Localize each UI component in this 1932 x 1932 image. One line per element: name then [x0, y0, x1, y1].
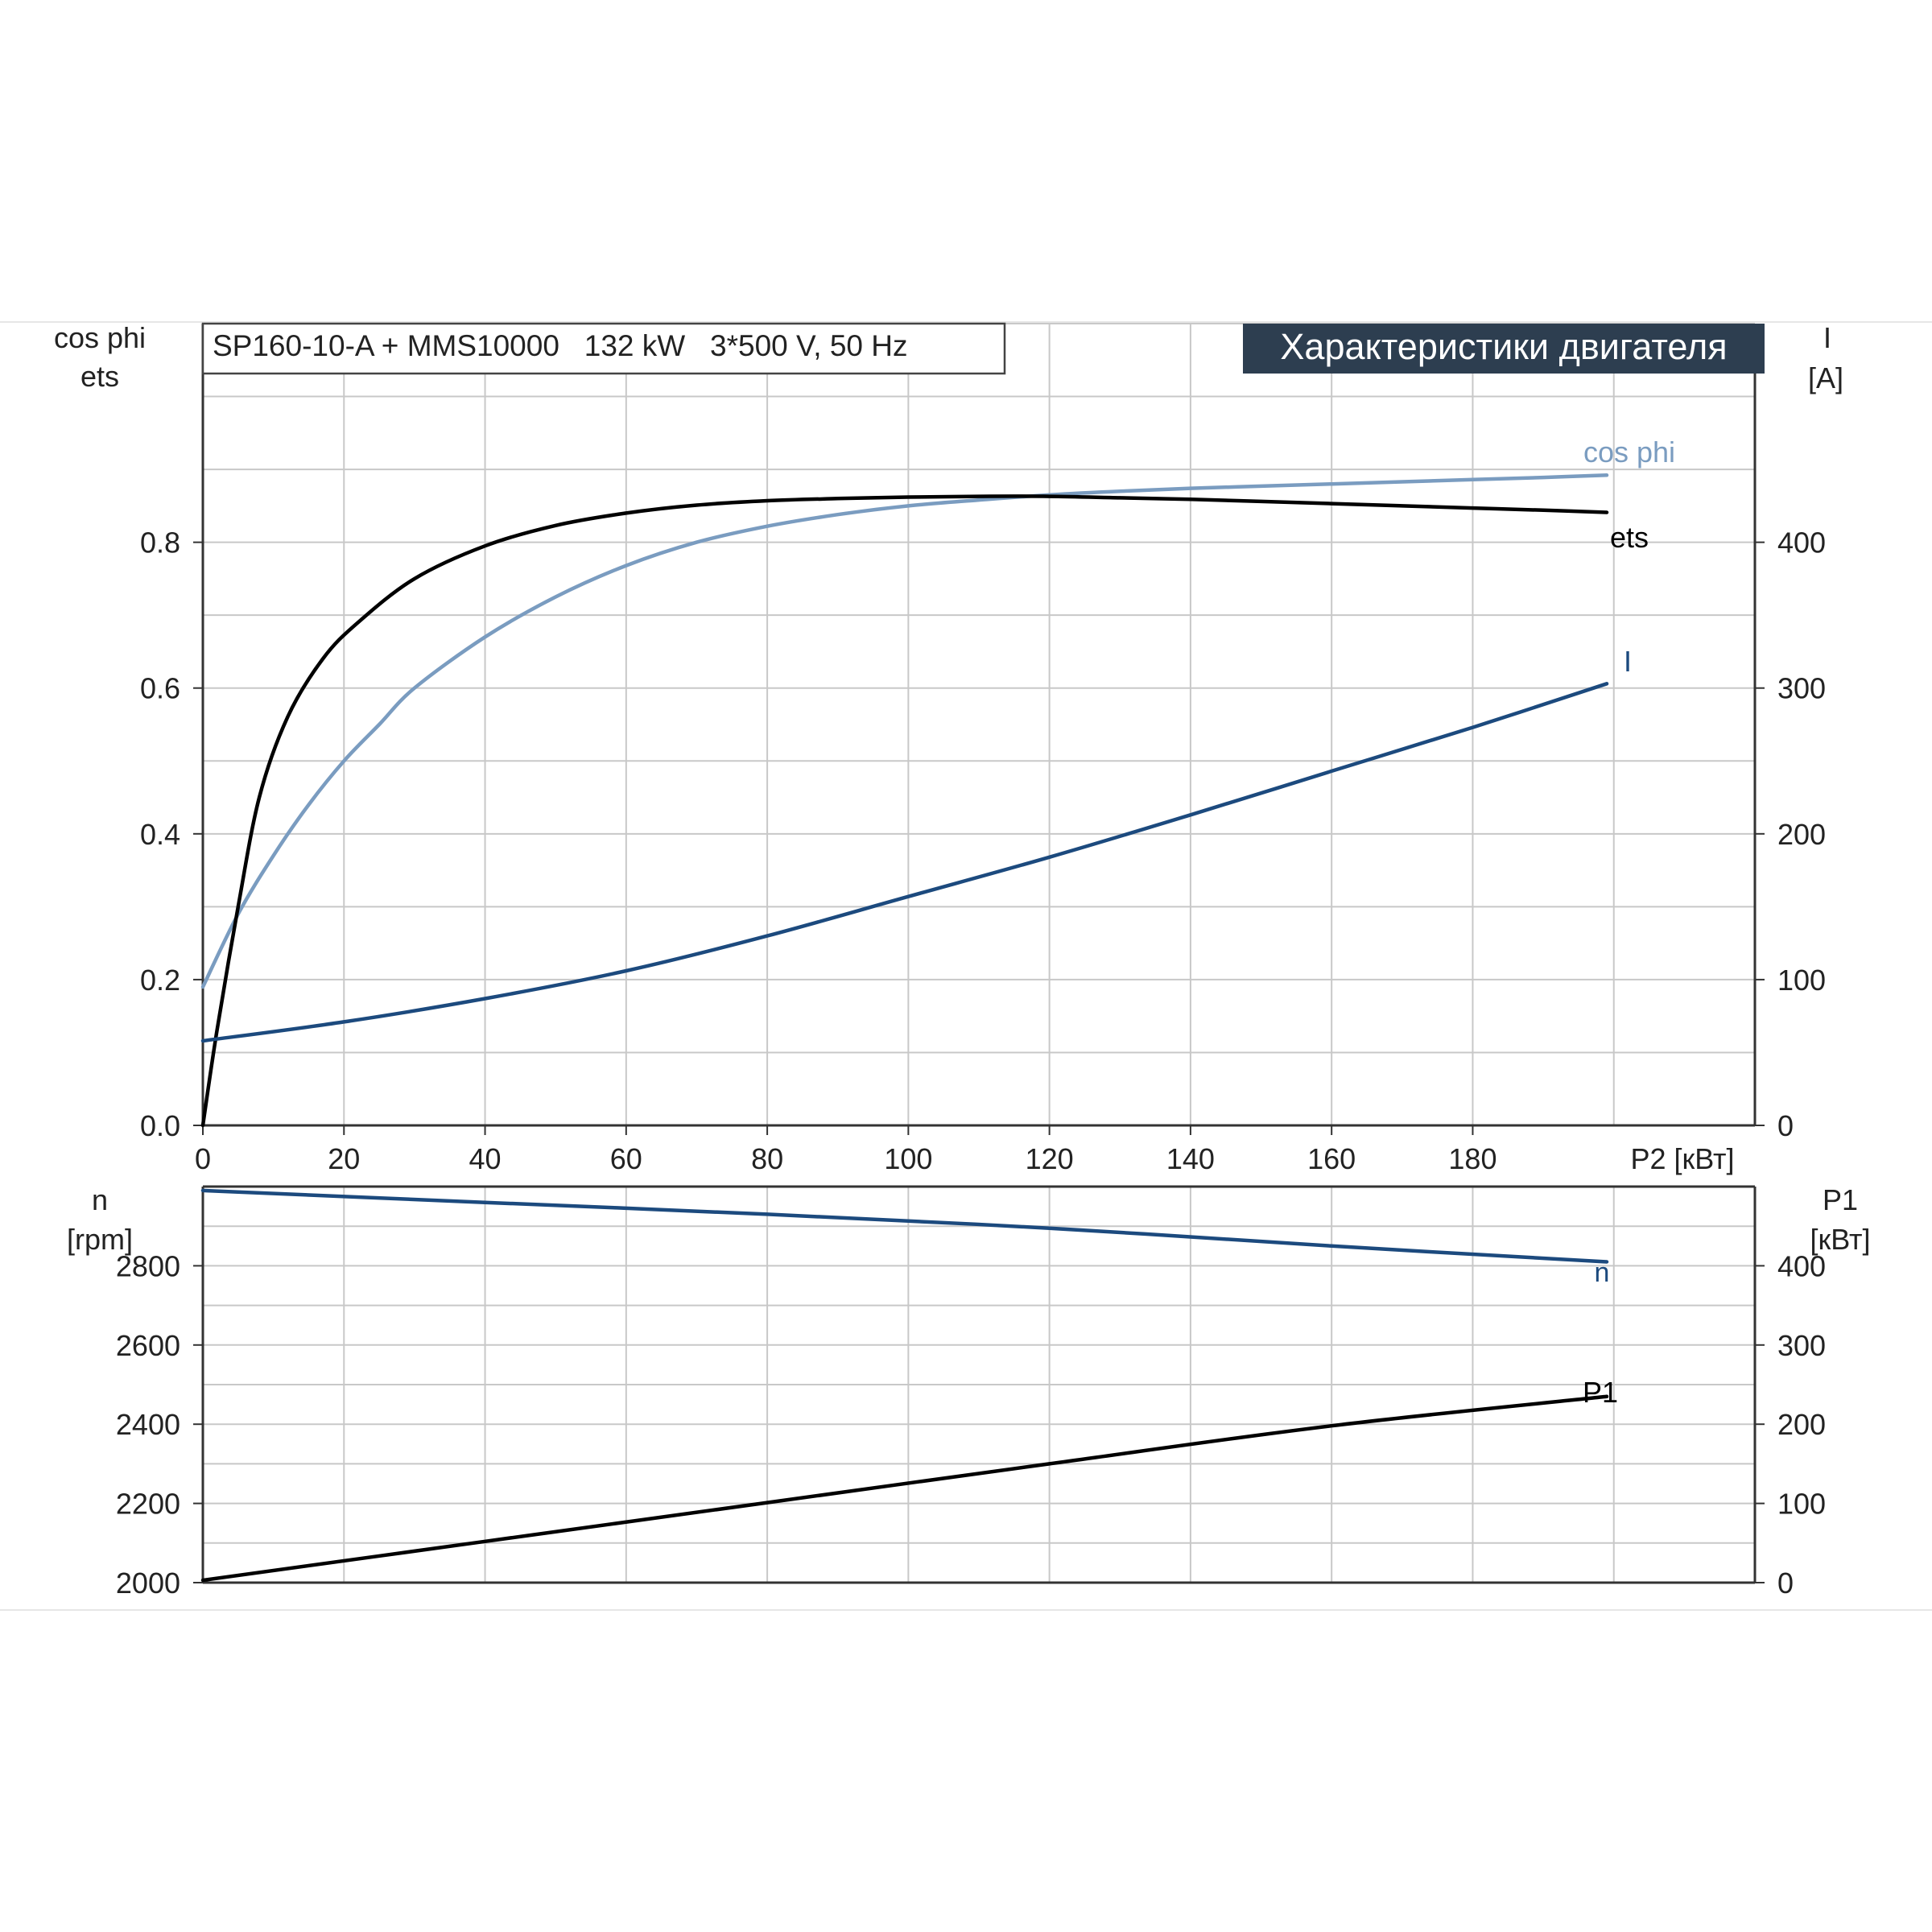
x-tick-label: 140: [1166, 1142, 1215, 1175]
bottom-y-right-tick-label: 0: [1777, 1567, 1794, 1600]
y-right-tick-label: 200: [1777, 818, 1826, 851]
y-left-title-n: n: [92, 1183, 108, 1216]
model-label-box: [201, 322, 1006, 375]
bottom-y-left-tick-label: 2200: [116, 1488, 180, 1521]
bottom-y-left-tick-label: 2800: [116, 1249, 180, 1282]
bottom-y-right-tick-label: 100: [1777, 1488, 1826, 1521]
y-right-tick-label: 100: [1777, 964, 1826, 997]
y-left-tick-label: 0.2: [140, 964, 180, 997]
y-right-title-a-unit: [A]: [1808, 361, 1843, 394]
x-tick-label: 160: [1307, 1142, 1356, 1175]
y-right-tick-label: 400: [1777, 526, 1826, 559]
x-tick-label: 120: [1026, 1142, 1074, 1175]
bottom-y-right-tick-label: 400: [1777, 1249, 1826, 1282]
title-badge-text: Характеристики двигателя: [1280, 326, 1727, 367]
x-tick-label: 80: [751, 1142, 783, 1175]
y-left-tick-label: 0.6: [140, 672, 180, 705]
series-lines: [200, 473, 1609, 1583]
y-right-title-p1: P1: [1823, 1183, 1858, 1216]
x-tick-label: 60: [610, 1142, 642, 1175]
current-curve: [200, 682, 1609, 1043]
speed-curve: [200, 1188, 1609, 1264]
y-left-title-ets: ets: [80, 360, 119, 393]
y-left-tick-label: 0.8: [140, 526, 180, 559]
chart-axes: [201, 324, 1757, 1584]
bottom-y-right-tick-label: 200: [1777, 1408, 1826, 1441]
y-right-tick-label: 0: [1777, 1109, 1794, 1142]
y-right-title-kw-unit: [кВт]: [1810, 1223, 1870, 1256]
y-right-title-i: I: [1823, 321, 1831, 354]
series-label-cos-phi: cos phi: [1583, 436, 1675, 469]
x-tick-label: 20: [328, 1142, 360, 1175]
series-label-i: I: [1624, 645, 1632, 678]
y-right-tick-label: 300: [1777, 672, 1826, 705]
x-tick-label: 0: [195, 1142, 211, 1175]
p1-curve: [200, 1394, 1609, 1583]
bottom-y-left-tick-label: 2000: [116, 1567, 180, 1600]
y-left-tick-label: 0.0: [140, 1109, 180, 1142]
tick-labels: 0 20 40 60 80 100 120 140 160 180 0.0 0.2 0.4 0.6 0.8 0…: [116, 526, 1826, 1600]
y-left-title-cos-phi: cos phi: [54, 321, 146, 354]
cos-phi-curve: [200, 473, 1609, 989]
series-label-n: n: [1595, 1257, 1610, 1288]
series-label-p1: P1: [1583, 1376, 1618, 1409]
bottom-y-left-tick-label: 2400: [116, 1408, 180, 1441]
x-tick-label: 180: [1448, 1142, 1496, 1175]
x-tick-label: 40: [469, 1142, 502, 1175]
y-left-title-rpm-unit: [rpm]: [67, 1223, 133, 1256]
series-label-ets: ets: [1610, 521, 1649, 554]
title-badge: [1243, 324, 1765, 374]
x-tick-label: 100: [884, 1142, 932, 1175]
x-axis-title-p2: P2 [кВт]: [1630, 1142, 1734, 1175]
bottom-y-right-tick-label: 300: [1777, 1329, 1826, 1362]
y-left-tick-label: 0.4: [140, 818, 180, 851]
ets-curve: [200, 494, 1609, 1128]
bottom-y-left-tick-label: 2600: [116, 1329, 180, 1362]
model-label: SP160-10-A + MMS10000 132 kW 3*500 V, 50…: [213, 329, 908, 362]
